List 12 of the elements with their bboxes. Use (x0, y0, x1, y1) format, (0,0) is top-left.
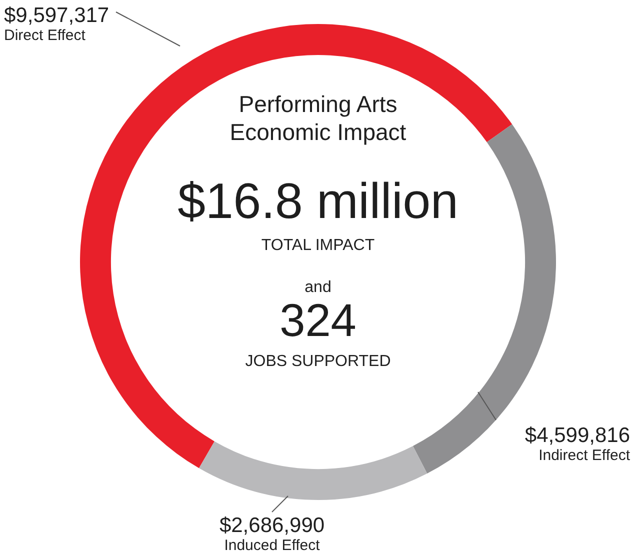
data-label: $9,597,317 (4, 4, 110, 27)
slice-label: Indirect Effect (538, 447, 631, 464)
text: JOBS SUPPORTED (245, 353, 391, 370)
text: $16.8 million (178, 173, 458, 229)
data-label: $4,599,816 (524, 424, 630, 447)
text: 324 (280, 294, 356, 346)
text: TOTAL IMPACT (261, 237, 375, 254)
text: and (304, 279, 332, 296)
text: Performing Arts Economic Impact (230, 91, 407, 145)
slice-label: Direct Effect (4, 27, 86, 44)
slice-label: Induced Effect (224, 537, 321, 554)
data-label: $2,686,990 (219, 514, 325, 537)
